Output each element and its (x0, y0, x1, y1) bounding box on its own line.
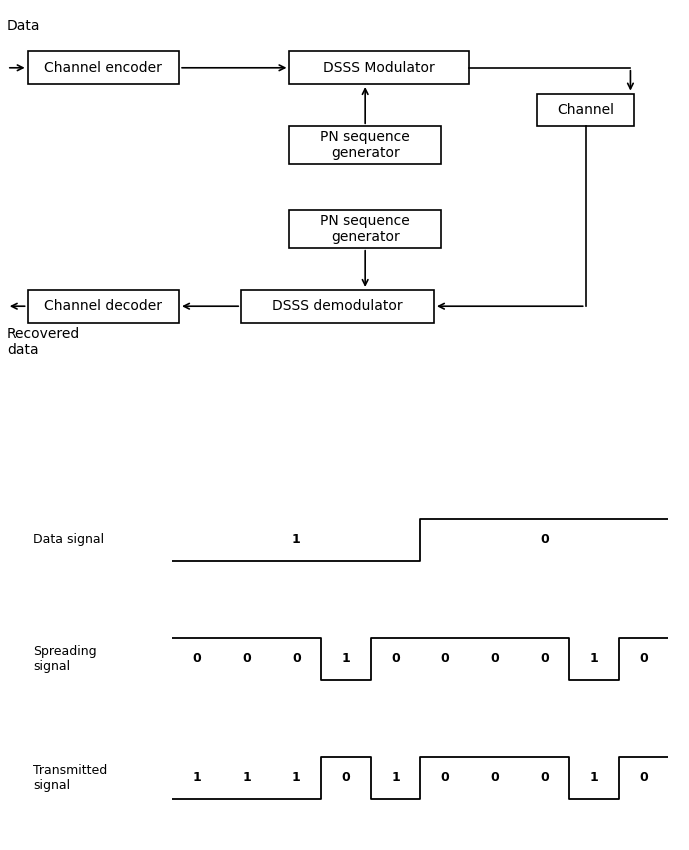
Text: Channel encoder: Channel encoder (44, 61, 163, 75)
Text: 1: 1 (292, 533, 300, 547)
Text: Data signal: Data signal (33, 533, 105, 547)
Text: DSSS Modulator: DSSS Modulator (323, 61, 435, 75)
Text: 1: 1 (193, 771, 201, 785)
Text: Spreading
signal: Spreading signal (33, 645, 97, 672)
FancyBboxPatch shape (289, 211, 441, 248)
Text: Transmitted
signal: Transmitted signal (33, 764, 107, 791)
FancyBboxPatch shape (289, 127, 441, 164)
Text: 0: 0 (441, 771, 449, 785)
Text: Channel: Channel (557, 103, 614, 116)
FancyBboxPatch shape (241, 290, 434, 323)
Text: 0: 0 (292, 652, 300, 666)
Text: 0: 0 (243, 652, 251, 666)
Text: 0: 0 (639, 771, 648, 785)
Text: 0: 0 (540, 771, 548, 785)
Text: 1: 1 (590, 771, 598, 785)
Text: 1: 1 (243, 771, 251, 785)
Text: 0: 0 (540, 533, 548, 547)
FancyBboxPatch shape (289, 52, 469, 84)
Text: 0: 0 (441, 652, 449, 666)
Text: Channel decoder: Channel decoder (44, 299, 163, 313)
Text: Data: Data (7, 19, 41, 32)
Text: 1: 1 (342, 652, 350, 666)
Text: 0: 0 (342, 771, 350, 785)
Text: 0: 0 (491, 771, 499, 785)
Text: PN sequence
generator: PN sequence generator (320, 130, 410, 160)
Text: 0: 0 (193, 652, 201, 666)
FancyBboxPatch shape (537, 94, 634, 127)
FancyBboxPatch shape (28, 52, 179, 84)
Text: 0: 0 (391, 652, 400, 666)
Text: DSSS demodulator: DSSS demodulator (272, 299, 403, 313)
Text: 1: 1 (391, 771, 400, 785)
Text: PN sequence
generator: PN sequence generator (320, 214, 410, 244)
Text: 0: 0 (540, 652, 548, 666)
Text: 0: 0 (639, 652, 648, 666)
Text: 0: 0 (491, 652, 499, 666)
Text: 1: 1 (590, 652, 598, 666)
Text: Recovered
data: Recovered data (7, 327, 80, 358)
FancyBboxPatch shape (28, 290, 179, 323)
Text: 1: 1 (292, 771, 300, 785)
